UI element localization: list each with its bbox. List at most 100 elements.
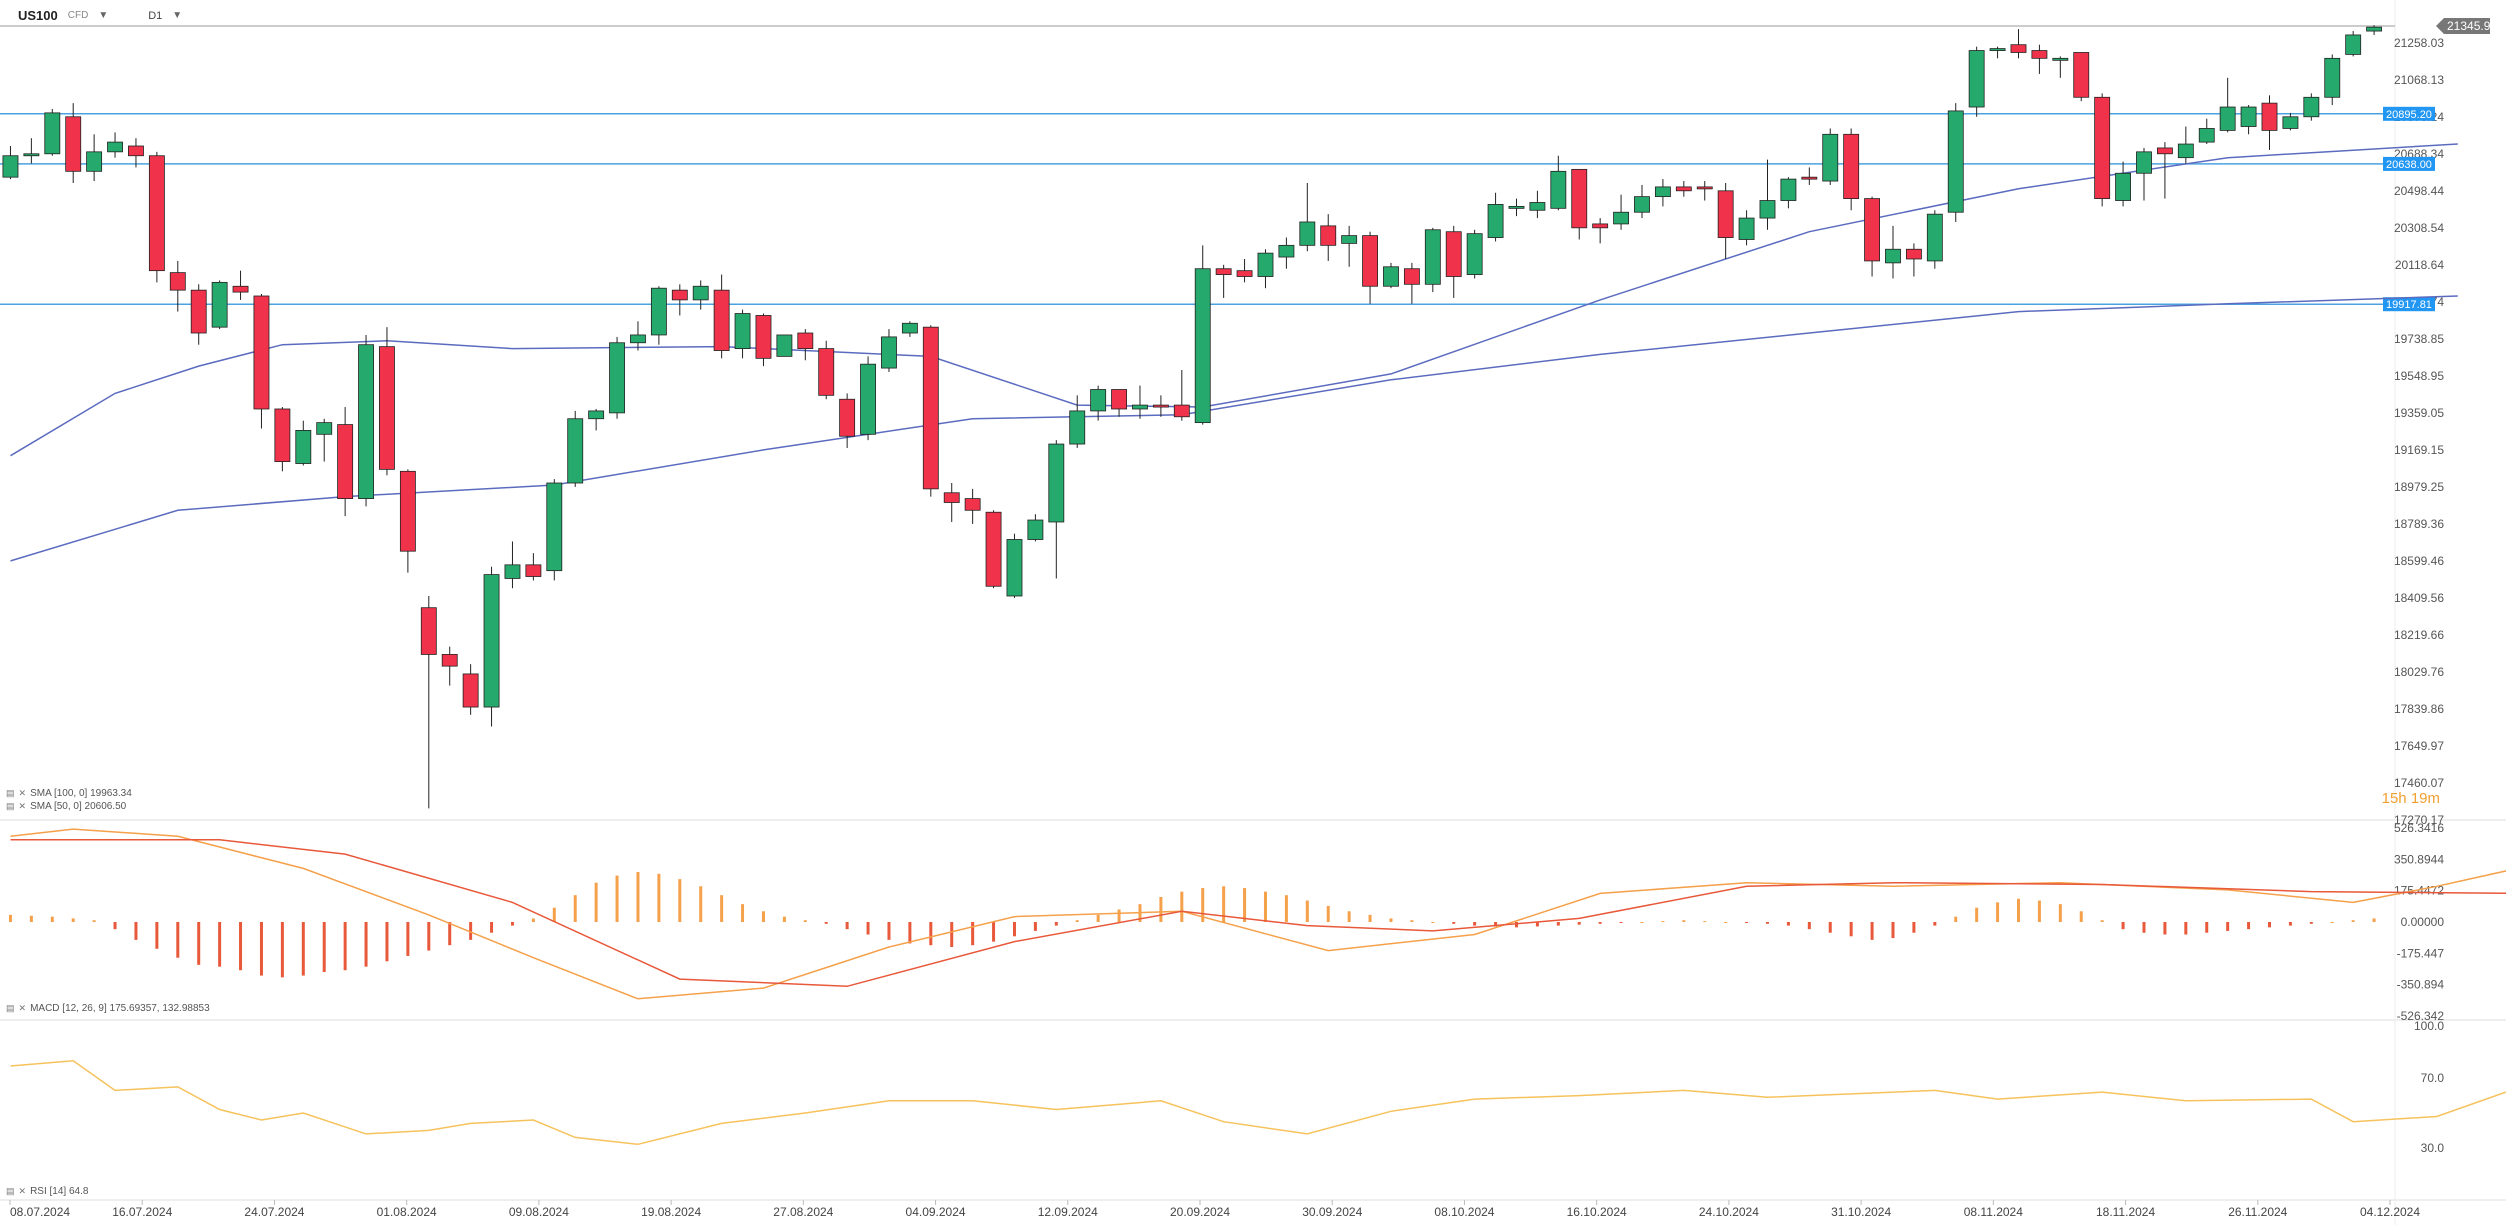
candle-body[interactable] <box>420 607 437 655</box>
candle-body[interactable] <box>1006 539 1023 597</box>
candle-body[interactable] <box>169 272 186 291</box>
candle-body[interactable] <box>2240 106 2257 127</box>
sma50-legend[interactable]: ▤ ✕ SMA [50, 0] 20606.50 <box>6 801 126 812</box>
candle-body[interactable] <box>358 344 374 499</box>
candle-body[interactable] <box>1989 48 2006 51</box>
candle-body[interactable] <box>546 482 563 572</box>
candle-body[interactable] <box>1696 186 1713 190</box>
candle-body[interactable] <box>462 673 479 708</box>
candle-body[interactable] <box>692 285 709 301</box>
candle-body[interactable] <box>1132 404 1148 410</box>
candle-body[interactable] <box>1152 404 1169 408</box>
candle-body[interactable] <box>1780 178 1797 201</box>
candle-body[interactable] <box>839 398 856 437</box>
candle-body[interactable] <box>316 422 333 435</box>
candle-body[interactable] <box>2136 151 2152 174</box>
candle-body[interactable] <box>1424 229 1441 285</box>
candle-body[interactable] <box>2010 44 2027 53</box>
macd-legend[interactable]: ▤ ✕ MACD [12, 26, 9] 175.69357, 132.98853 <box>6 1003 210 1014</box>
candle-body[interactable] <box>211 281 228 328</box>
candle-body[interactable] <box>1487 204 1504 238</box>
candle-body[interactable] <box>797 332 814 349</box>
candle-body[interactable] <box>441 654 458 667</box>
candle-body[interactable] <box>1215 268 1232 275</box>
candle-body[interactable] <box>1717 190 1734 238</box>
settings-icon[interactable]: ▤ <box>6 1003 15 1013</box>
symbol-label[interactable]: US100 <box>18 8 58 23</box>
close-icon[interactable]: ✕ <box>18 1186 27 1196</box>
candle-body[interactable] <box>881 336 897 369</box>
symbol-dropdown-icon[interactable]: ▼ <box>98 10 109 21</box>
settings-icon[interactable]: ▤ <box>6 788 15 798</box>
candle-body[interactable] <box>1592 223 1609 229</box>
candle-body[interactable] <box>567 418 584 484</box>
candle-body[interactable] <box>1968 50 1985 108</box>
candle-body[interactable] <box>1675 186 1692 192</box>
candle-body[interactable] <box>1508 205 1525 209</box>
candle-body[interactable] <box>1111 389 1127 410</box>
sma100-legend[interactable]: ▤ ✕ SMA [100, 0] 19963.34 <box>6 788 132 799</box>
candle-body[interactable] <box>922 326 939 490</box>
candle-body[interactable] <box>1864 198 1881 262</box>
candle-body[interactable] <box>1090 389 1107 412</box>
candle-body[interactable] <box>2261 102 2278 131</box>
candle-body[interactable] <box>65 116 82 172</box>
candle-body[interactable] <box>337 424 354 499</box>
candle-body[interactable] <box>2366 26 2383 32</box>
candle-body[interactable] <box>525 564 542 577</box>
candle-body[interactable] <box>1027 519 1044 540</box>
candle-body[interactable] <box>1550 170 1567 209</box>
candle-body[interactable] <box>734 313 751 349</box>
candle-body[interactable] <box>1362 235 1378 287</box>
candle-body[interactable] <box>86 151 103 172</box>
close-icon[interactable]: ✕ <box>18 801 27 811</box>
candle-body[interactable] <box>2094 96 2111 199</box>
candle-body[interactable] <box>1529 202 1546 211</box>
candle-body[interactable] <box>1759 200 1776 219</box>
candle-body[interactable] <box>1236 270 1253 277</box>
candle-body[interactable] <box>1822 133 1839 182</box>
candle-body[interactable] <box>107 141 123 153</box>
candle-body[interactable] <box>1634 196 1650 213</box>
candle-body[interactable] <box>2198 128 2215 143</box>
candle-body[interactable] <box>2115 172 2132 201</box>
timeframe-dropdown-icon[interactable]: ▼ <box>172 10 183 21</box>
candle-body[interactable] <box>2052 57 2069 61</box>
candle-body[interactable] <box>609 342 625 414</box>
candle-body[interactable] <box>2 155 19 178</box>
candle-body[interactable] <box>985 511 1002 587</box>
candle-body[interactable] <box>232 285 249 293</box>
candle-body[interactable] <box>1173 404 1190 418</box>
candle-body[interactable] <box>630 334 646 344</box>
candle-body[interactable] <box>1403 268 1420 285</box>
close-icon[interactable]: ✕ <box>18 1003 27 1013</box>
candle-body[interactable] <box>1843 133 1860 199</box>
candle-body[interactable] <box>2219 106 2236 131</box>
candle-body[interactable] <box>1278 244 1295 258</box>
timeframe-label[interactable]: D1 <box>148 9 163 22</box>
candle-body[interactable] <box>1320 225 1337 246</box>
candle-body[interactable] <box>274 408 291 462</box>
candle-body[interactable] <box>2345 34 2362 55</box>
candle-body[interactable] <box>1613 211 1630 225</box>
candle-body[interactable] <box>2073 52 2090 98</box>
candle-body[interactable] <box>776 334 793 357</box>
candle-body[interactable] <box>23 153 40 157</box>
candle-body[interactable] <box>713 289 730 351</box>
candle-body[interactable] <box>1885 248 1901 264</box>
candle-body[interactable] <box>190 289 207 334</box>
candle-body[interactable] <box>671 289 688 301</box>
candle-body[interactable] <box>1466 233 1483 275</box>
candle-body[interactable] <box>1654 186 1671 198</box>
candle-body[interactable] <box>2282 116 2299 129</box>
candle-body[interactable] <box>1069 410 1086 445</box>
candle-body[interactable] <box>588 410 605 420</box>
candle-body[interactable] <box>1905 248 1922 260</box>
candle-body[interactable] <box>818 348 835 396</box>
candle-body[interactable] <box>44 112 61 155</box>
candle-body[interactable] <box>860 363 876 435</box>
candle-body[interactable] <box>964 498 981 511</box>
close-icon[interactable]: ✕ <box>18 788 27 798</box>
candle-body[interactable] <box>483 574 500 708</box>
